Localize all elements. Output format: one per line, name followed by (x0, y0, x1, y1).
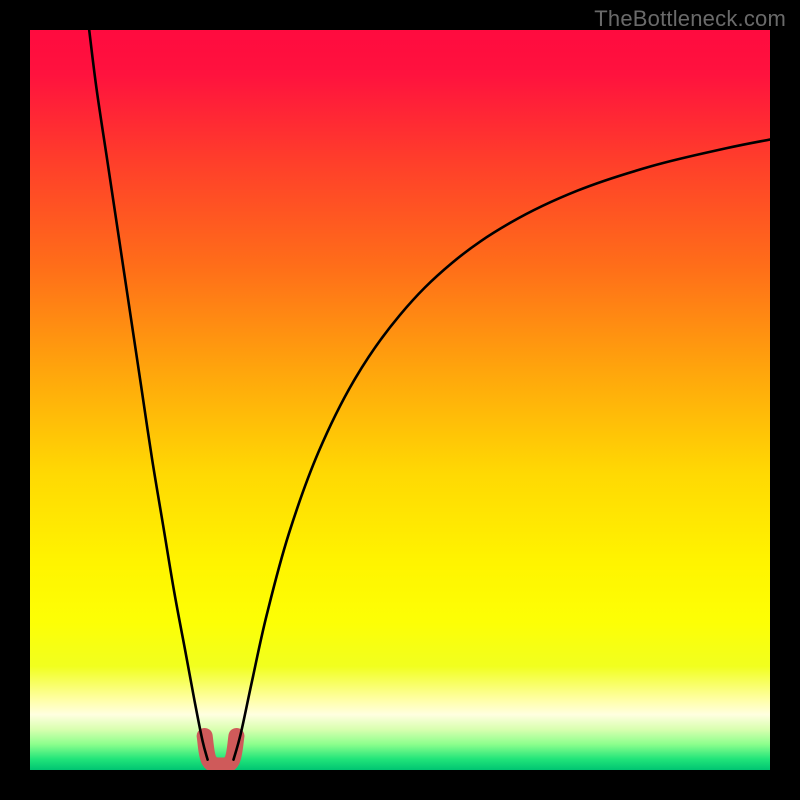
watermark-text: TheBottleneck.com (594, 6, 786, 32)
plot-svg (30, 30, 770, 770)
plot-background (30, 30, 770, 770)
stage: TheBottleneck.com (0, 0, 800, 800)
plot-area (30, 30, 770, 770)
plot-frame (30, 30, 770, 770)
